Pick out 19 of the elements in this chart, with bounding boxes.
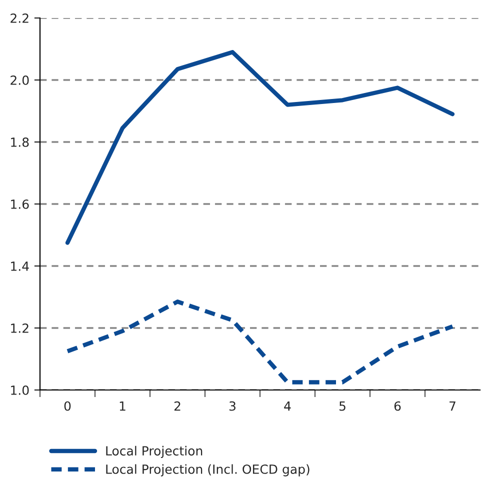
y-tick-label: 1.8 <box>11 137 29 147</box>
x-tick-label: 0 <box>64 401 71 411</box>
x-tick-label: 2 <box>174 401 180 411</box>
y-tick-label: 1.4 <box>11 262 29 271</box>
legend-label: Local Projection (Incl. OECD gap) <box>106 464 310 476</box>
line-series <box>65 300 455 384</box>
y-tick-label: 1.2 <box>11 323 28 333</box>
x-tick-label: 1 <box>120 401 126 411</box>
line-series <box>65 50 455 245</box>
x-tick-label: 7 <box>450 401 456 411</box>
legend-label: Local Projection <box>106 446 202 458</box>
y-tick-label: 2.2 <box>10 13 28 23</box>
x-tick-label: 3 <box>229 401 236 411</box>
x-tick-label: 6 <box>394 401 401 411</box>
y-tick-label: 2.0 <box>10 75 29 85</box>
x-tick-label: 4 <box>284 401 291 411</box>
y-tick-label: 1.0 <box>11 385 29 395</box>
x-tick-label: 5 <box>339 401 346 411</box>
y-tick-label: 1.6 <box>11 199 29 209</box>
